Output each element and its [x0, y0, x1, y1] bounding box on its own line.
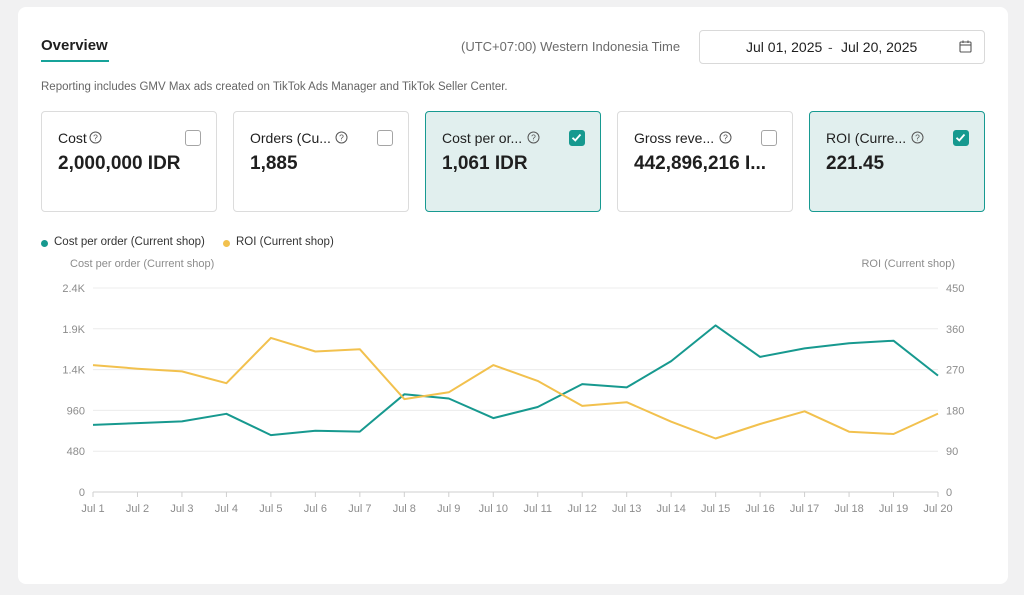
x-tick-label: Jul 3	[170, 503, 193, 515]
calendar-icon[interactable]	[959, 40, 972, 53]
x-tick-label: Jul 10	[479, 503, 508, 515]
y-left-tick-label: 960	[67, 405, 85, 417]
reporting-note: Reporting includes GMV Max ads created o…	[41, 81, 508, 93]
x-tick-label: Jul 13	[612, 503, 641, 515]
x-tick-label: Jul 12	[568, 503, 597, 515]
y-left-tick-label: 1.4K	[62, 365, 85, 377]
x-tick-label: Jul 2	[126, 503, 149, 515]
x-tick-label: Jul 4	[215, 503, 238, 515]
svg-text:?: ?	[915, 133, 920, 143]
metric-checkbox[interactable]	[377, 130, 393, 146]
metric-label: Cost per or...	[442, 130, 523, 146]
check-icon	[955, 133, 966, 142]
x-tick-label: Jul 16	[745, 503, 774, 515]
help-icon[interactable]: ?	[335, 131, 348, 144]
y-left-axis-label: Cost per order (Current shop)	[70, 258, 214, 270]
series-line-roi	[92, 336, 939, 440]
line-chart: 0 0 480 90 960 180 1.4K 270 1.9K 360 2.4K 450 Cost p…	[62, 258, 964, 515]
x-tick-label: Jul 14	[656, 503, 685, 515]
y-right-tick-label: 90	[946, 446, 958, 458]
metric-checkbox-checked[interactable]	[953, 130, 969, 146]
metric-value: 442,896,216 I...	[634, 153, 767, 174]
date-separator: -	[828, 39, 833, 55]
x-tick-label: Jul 20	[923, 503, 952, 515]
help-icon[interactable]: ?	[719, 131, 732, 144]
x-tick-label: Jul 9	[437, 503, 460, 515]
x-tick-label: Jul 6	[304, 503, 327, 515]
x-tick-label: Jul 11	[523, 503, 552, 515]
metric-card-cost[interactable]: Cost ? 2,000,000 IDR	[41, 111, 217, 212]
metric-card-cost-per-order[interactable]: Cost per or... ? 1,061 IDR	[425, 111, 601, 212]
tab-active-indicator	[41, 60, 109, 62]
metric-label: Gross reve...	[634, 130, 715, 146]
svg-text:?: ?	[723, 133, 728, 143]
metric-checkbox[interactable]	[761, 130, 777, 146]
metric-value: 221.45	[826, 153, 885, 174]
metric-label: Cost	[58, 130, 87, 146]
metric-label: ROI (Curre...	[826, 130, 907, 146]
y-right-axis-label: ROI (Current shop)	[861, 258, 955, 270]
y-right-tick-label: 180	[946, 405, 964, 417]
metric-value: 1,061 IDR	[442, 153, 528, 174]
help-icon[interactable]: ?	[89, 131, 102, 144]
date-start[interactable]: Jul 01, 2025	[746, 39, 823, 55]
x-tick-label: Jul 19	[879, 503, 908, 515]
timezone-label: (UTC+07:00) Western Indonesia Time	[461, 39, 681, 54]
svg-text:?: ?	[531, 133, 536, 143]
svg-text:?: ?	[93, 133, 98, 143]
x-tick-label: Jul 18	[834, 503, 863, 515]
legend-label: Cost per order (Current shop)	[54, 236, 205, 248]
check-icon	[571, 133, 582, 142]
y-left-tick-label: 2.4K	[62, 283, 85, 295]
y-right-tick-label: 0	[946, 487, 952, 499]
legend-dot	[41, 240, 48, 247]
x-tick-label: Jul 15	[701, 503, 730, 515]
metric-checkbox-checked[interactable]	[569, 130, 585, 146]
legend-dot	[223, 240, 230, 247]
y-right-tick-label: 270	[946, 365, 964, 377]
metric-label: Orders (Cu...	[250, 130, 331, 146]
metric-card-roi[interactable]: ROI (Curre... ? 221.45	[809, 111, 985, 212]
help-icon[interactable]: ?	[527, 131, 540, 144]
date-range-picker[interactable]: Jul 01, 2025 - Jul 20, 2025	[699, 30, 985, 64]
overview-card: Overview (UTC+07:00) Western Indonesia T…	[18, 7, 1008, 584]
series-line-cost-per-order	[92, 324, 939, 437]
svg-text:?: ?	[339, 133, 344, 143]
x-tick-label: Jul 1	[81, 503, 104, 515]
metric-checkbox[interactable]	[185, 130, 201, 146]
y-left-tick-label: 480	[67, 446, 85, 458]
metric-card-gross-revenue[interactable]: Gross reve... ? 442,896,216 I...	[617, 111, 793, 212]
y-right-tick-label: 450	[946, 283, 964, 295]
legend-label: ROI (Current shop)	[236, 236, 334, 248]
metric-value: 1,885	[250, 153, 298, 174]
x-tick-label: Jul 5	[259, 503, 282, 515]
tab-overview[interactable]: Overview	[41, 37, 108, 54]
y-left-tick-label: 0	[79, 487, 85, 499]
metric-value: 2,000,000 IDR	[58, 153, 181, 174]
y-left-tick-label: 1.9K	[62, 324, 85, 336]
date-end[interactable]: Jul 20, 2025	[841, 39, 918, 55]
x-tick-label: Jul 17	[790, 503, 819, 515]
x-tick-label: Jul 7	[348, 503, 371, 515]
y-right-tick-label: 360	[946, 324, 964, 336]
metric-card-orders[interactable]: Orders (Cu... ? 1,885	[233, 111, 409, 212]
x-tick-label: Jul 8	[393, 503, 416, 515]
help-icon[interactable]: ?	[911, 131, 924, 144]
